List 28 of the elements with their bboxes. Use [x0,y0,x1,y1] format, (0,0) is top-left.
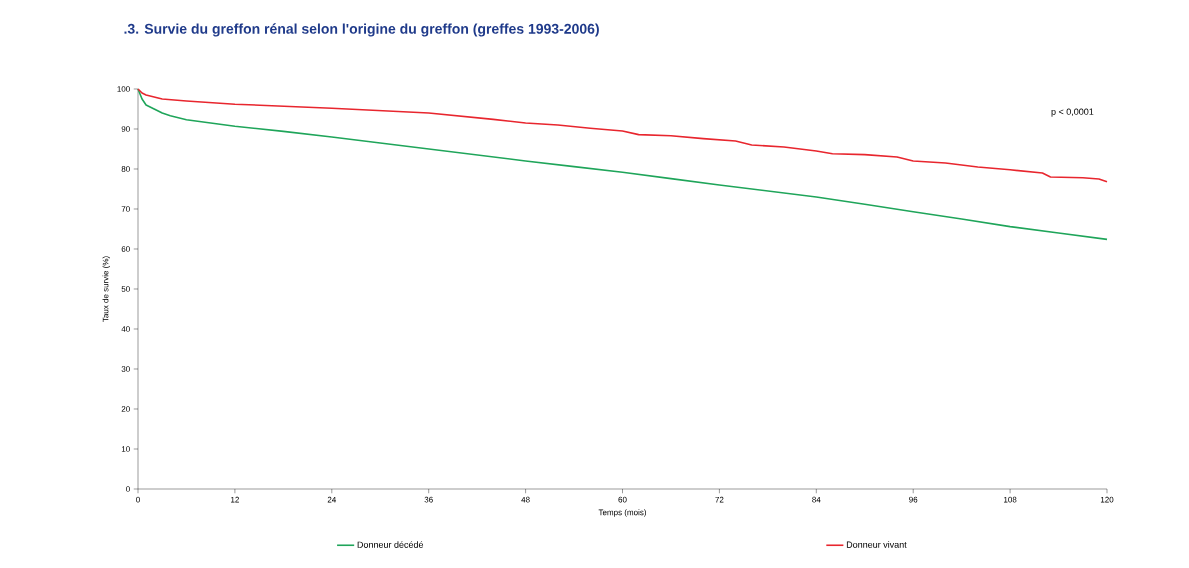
x-tick-label: 108 [1004,496,1017,503]
y-tick-label: 50 [121,286,130,292]
y-tick-label: 30 [121,366,130,372]
x-tick-label: 60 [618,496,627,503]
y-axis-title: Taux de survie (%) [102,256,110,322]
x-tick-label: 12 [231,496,239,503]
chart-title: .3. Survie du greffon rénal selon l'origine du greffon (greffes 1993-2006) [124,23,599,37]
y-tick-label: 90 [121,126,130,132]
y-tick-label: 0 [126,486,130,492]
x-tick-label: 0 [136,496,140,503]
annotation: p < 0,0001 [1051,108,1094,117]
y-tick-label: 100 [117,86,130,92]
legend-label: Donneur vivant [846,541,907,548]
legend-label: Donneur décédé [357,541,424,548]
x-tick-label: 96 [909,496,918,503]
x-axis-title: Temps (mois) [598,509,646,517]
x-tick-label: 36 [424,496,433,503]
y-tick-label: 60 [121,246,130,252]
x-tick-label: 120 [1100,496,1114,503]
x-tick-label: 48 [521,496,530,503]
y-tick-label: 70 [121,206,130,212]
x-tick-label: 24 [327,496,337,503]
y-tick-label: 10 [121,446,130,452]
x-tick-label: 84 [812,496,821,503]
x-tick-label: 72 [715,496,724,503]
y-tick-label: 40 [121,326,130,332]
y-tick-label: 20 [121,406,130,412]
y-tick-label: 80 [121,166,130,172]
